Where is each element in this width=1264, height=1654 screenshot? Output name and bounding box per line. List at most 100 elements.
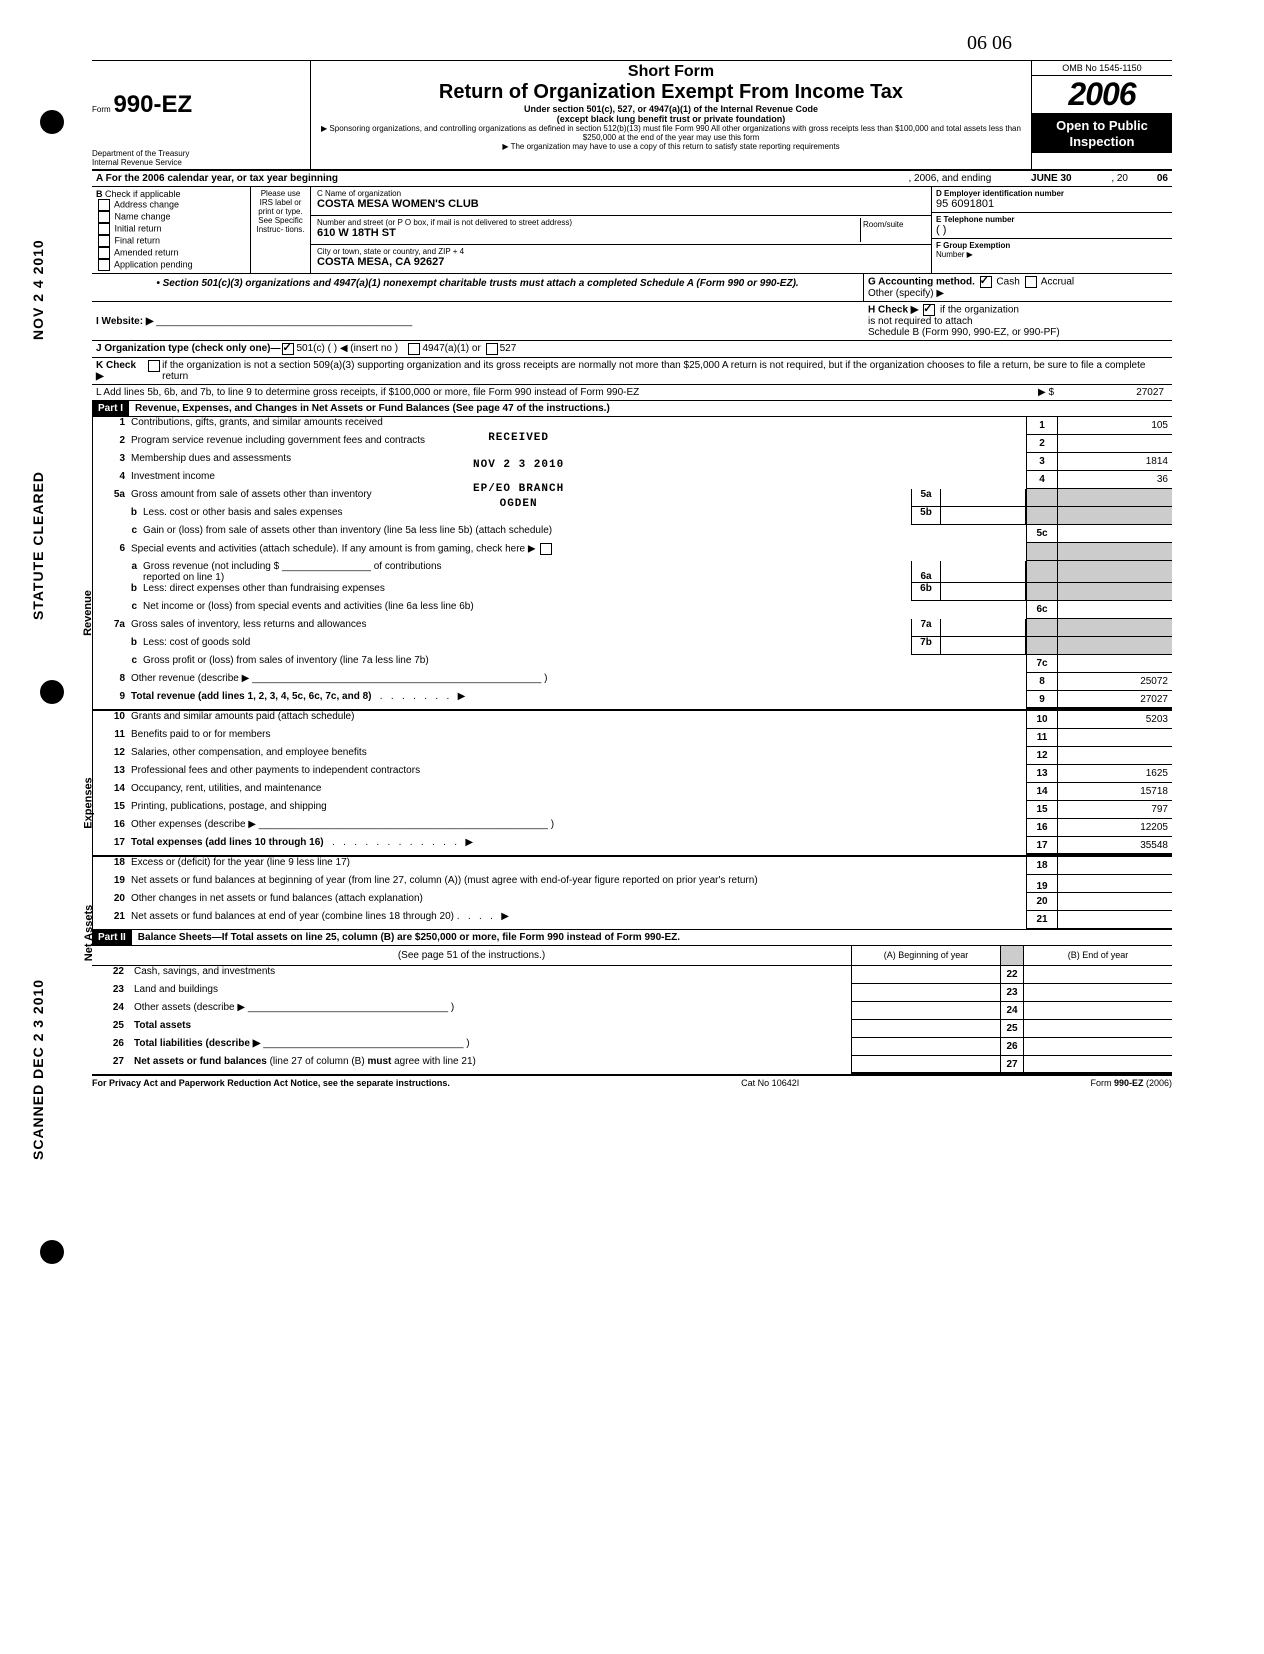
col-C: C Name of organization COSTA MESA WOMEN'… [311,187,931,273]
row-K: K Check ▶ if the organization is not a s… [92,358,1172,385]
hole-punch [40,1240,64,1264]
lbl-application-pending: Application pending [114,259,193,269]
F-label: F Group Exemption [936,241,1168,250]
line-14: 14Occupancy, rent, utilities, and mainte… [93,783,1172,801]
footer-left: For Privacy Act and Paperwork Reduction … [92,1078,450,1088]
cb-gaming[interactable] [540,543,552,555]
subtitle2: (except black lung benefit trust or priv… [319,114,1023,124]
col-D: D Employer identification number 95 6091… [931,187,1172,273]
bal-24: 24Other assets (describe ▶ _____________… [92,1002,1172,1020]
line-9: 9Total revenue (add lines 1, 2, 3, 4, 5c… [93,691,1172,711]
line-12: 12Salaries, other compensation, and empl… [93,747,1172,765]
lbl-amended-return: Amended return [114,247,179,257]
cb-initial-return[interactable] [98,223,110,235]
A-label: A For the 2006 calendar year, or tax yea… [96,173,338,184]
L-text: L Add lines 5b, 6b, and 7b, to line 9 to… [96,387,639,398]
line-3: 3Membership dues and assessments 31814 [93,453,1172,471]
cb-name-change[interactable] [98,211,110,223]
E-label: E Telephone number [936,215,1168,224]
line-21: 21Net assets or fund balances at end of … [93,911,1172,930]
line-18: 18Excess or (deficit) for the year (line… [93,857,1172,875]
org-city: COSTA MESA, CA 92627 [317,256,925,268]
cb-address-change[interactable] [98,199,110,211]
cb-final-return[interactable] [98,235,110,247]
line-6b: bLess: direct expenses other than fundra… [93,583,1172,601]
form-prefix: Form [92,105,111,114]
K-label: K Check ▶ [96,360,146,382]
ein-value: 95 6091801 [936,198,1168,210]
cb-527[interactable] [486,343,498,355]
hole-punch [40,110,64,134]
C-city-label: City or town, state or country, and ZIP … [317,247,925,256]
H-text2: is not required to attach [868,316,973,327]
line-5c: cGain or (loss) from sale of assets othe… [93,525,1172,543]
colB-header: (B) End of year [1023,946,1172,965]
part1-header: Part I Revenue, Expenses, and Changes in… [92,401,1172,417]
G-other: Other (specify) ▶ [868,288,1168,299]
A-end-month: JUNE 30 [991,173,1111,184]
line-7a: 7aGross sales of inventory, less returns… [93,619,1172,637]
bal-27: 27Net assets or fund balances (line 27 o… [92,1056,1172,1076]
line-8: 8Other revenue (describe ▶ _____________… [93,673,1172,691]
form-header: Form 990-EZ Department of the Treasury I… [92,60,1172,171]
L-arrow: ▶ $ [1038,387,1054,398]
L-value: 27027 [1054,387,1168,398]
A-end-year: 06 [1128,173,1168,184]
line-7c: cGross profit or (loss) from sales of in… [93,655,1172,673]
bal-22: 22Cash, savings, and investments22 [92,966,1172,984]
cb-K[interactable] [148,360,160,372]
J-4947: 4947(a)(1) or [422,343,480,355]
row-J: J Organization type (check only one)— 50… [92,341,1172,358]
cb-H[interactable] [923,304,935,316]
line-6a: aGross revenue (not including $ ________… [93,561,1172,583]
lbl-initial-return: Initial return [115,223,162,233]
line-6: 6Special events and activities (attach s… [93,543,1172,561]
handwritten-note: 06 06 [967,32,1012,55]
part2-instr: (See page 51 of the instructions.) [92,946,851,965]
room-label: Room/suite [863,220,923,229]
main-title: Return of Organization Exempt From Incom… [319,81,1023,104]
line-7b: bLess: cost of goods sold 7b [93,637,1172,655]
bal-23: 23Land and buildings23 [92,984,1172,1002]
C-addr-label: Number and street (or P O box, if mail i… [317,218,572,227]
lbl-address-change: Address change [114,199,179,209]
line-2: 2Program service revenue including gover… [93,435,1172,453]
lbl-name-change: Name change [115,211,171,221]
margin-statute: STATUTE CLEARED [30,471,46,620]
cb-cash[interactable] [980,276,992,288]
J-527: 527 [500,343,517,355]
line-5a: 5aGross amount from sale of assets other… [93,489,1172,507]
I-label: I Website: ▶ [96,316,154,327]
part2-header: Part II Balance Sheets—If Total assets o… [92,930,1172,945]
B-check-label: Check if applicable [105,189,181,199]
subtitle1: Under section 501(c), 527, or 4947(a)(1)… [319,104,1023,114]
cb-accrual[interactable] [1025,276,1037,288]
J-label: J Organization type (check only one)— [96,343,280,355]
cb-amended-return[interactable] [98,247,110,259]
line-20: 20Other changes in net assets or fund ba… [93,893,1172,911]
line-10: 10Grants and similar amounts paid (attac… [93,711,1172,729]
line-16: 16Other expenses (describe ▶ ___________… [93,819,1172,837]
cb-application-pending[interactable] [98,259,110,271]
org-info-block: B Check if applicable Address change Nam… [92,187,1172,274]
line-19: 19Net assets or fund balances at beginni… [93,875,1172,893]
omb-number: OMB No 1545-1150 [1032,61,1172,76]
header-note1: ▶ Sponsoring organizations, and controll… [319,124,1023,142]
row-I-H: I Website: ▶ ___________________________… [92,302,1172,341]
dept-treasury: Department of the Treasury [92,149,302,158]
cb-501c[interactable] [282,343,294,355]
cb-4947[interactable] [408,343,420,355]
D-label: D Employer identification number [936,189,1168,198]
irs-label: Internal Revenue Service [92,158,302,167]
J-501c: 501(c) ( ) ◀ (insert no ) [296,343,398,355]
side-netassets: Net Assets [83,905,95,961]
header-note2: ▶ The organization may have to use a cop… [319,142,1023,151]
A-mid: , 2006, and ending [908,173,991,184]
line-11: 11Benefits paid to or for members11 [93,729,1172,747]
line-15: 15Printing, publications, postage, and s… [93,801,1172,819]
please-label: Please use IRS label or print or type. S… [251,187,311,273]
part1-title: Revenue, Expenses, and Changes in Net As… [129,401,616,416]
line-13: 13Professional fees and other payments t… [93,765,1172,783]
org-name: COSTA MESA WOMEN'S CLUB [317,198,925,210]
lbl-cash: Cash [996,277,1019,288]
